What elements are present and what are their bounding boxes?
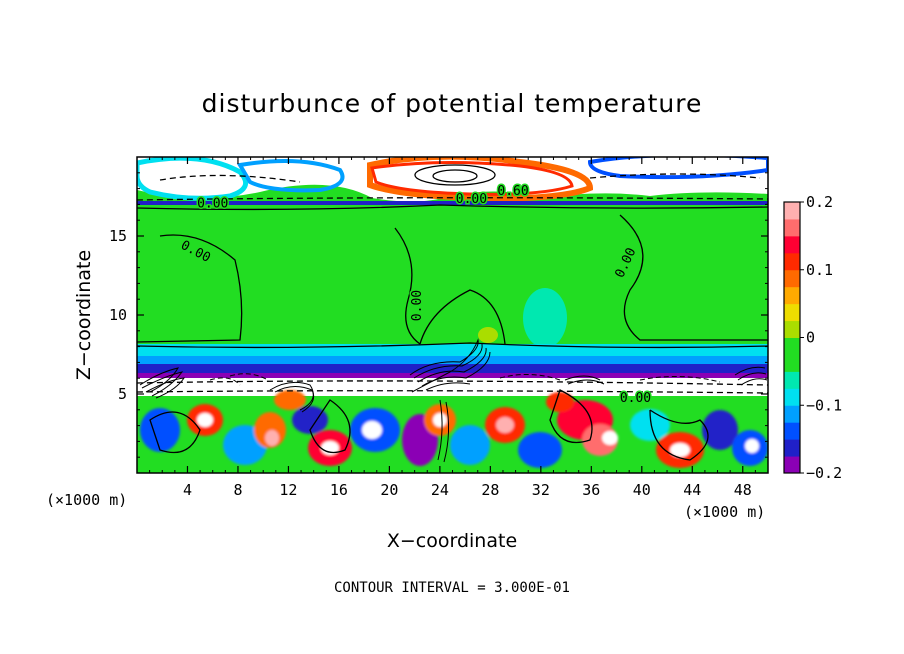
contour-label: 0.00 [620, 391, 651, 406]
x-tick-label: 12 [279, 481, 297, 499]
tropopause-line [137, 201, 768, 205]
colorbar-swatch [784, 235, 800, 254]
upper-cold-patch [587, 157, 768, 180]
x-tick-label: 36 [582, 481, 600, 499]
colorbar-swatch [784, 202, 800, 220]
x-tick-label: 44 [683, 481, 701, 499]
x-unit-left: (×1000 m) [46, 491, 127, 509]
colorbar-swatch [784, 320, 800, 338]
colorbar-tick-label: 0.2 [806, 193, 833, 211]
neutral-zone [137, 205, 768, 345]
colorbar: 0.2 0.1 0 −0.1 −0.2 [783, 193, 842, 482]
chart-title: disturbunce of potential temperature [202, 89, 703, 118]
colorbar-swatch [784, 388, 800, 406]
upper-red-ring [370, 160, 574, 196]
y-tick-label: 10 [109, 306, 127, 324]
x-axis-label: X−coordinate [387, 530, 517, 552]
colorbar-swatch [784, 405, 800, 423]
colorbar-swatch [784, 354, 800, 372]
weak-cold-anomaly [523, 288, 567, 348]
contour-label: 0.60 [497, 184, 528, 199]
colorbar-swatch [784, 422, 800, 440]
colorbar-tick-label: 0 [806, 329, 815, 347]
colorbar-swatch [784, 337, 800, 355]
colorbar-tick-label: −0.2 [806, 464, 842, 482]
colorbar-tick-label: −0.1 [806, 396, 842, 414]
colorbar-swatch [784, 218, 800, 237]
x-tick-label: 24 [431, 481, 449, 499]
colorbar-swatch [784, 303, 800, 322]
x-tick-label: 8 [233, 481, 242, 499]
colorbar-swatch [784, 371, 800, 389]
colorbar-swatch [784, 286, 800, 305]
contour-label: 0.00 [197, 197, 228, 212]
x-tick-label: 40 [633, 481, 651, 499]
colorbar-swatch [784, 439, 800, 457]
upper-warm-ring-left [137, 157, 249, 201]
contour-lines [137, 164, 768, 461]
upper-warm-ring-right [367, 157, 594, 202]
x-tick-label: 20 [380, 481, 398, 499]
contour-clusters [139, 338, 768, 463]
contour-label: 0.00 [456, 192, 487, 207]
y-tick-label: 15 [109, 227, 127, 245]
colorbar-swatch [784, 252, 800, 271]
colorbar-swatch [784, 456, 800, 474]
x-tick-label: 28 [481, 481, 499, 499]
x-tick-label: 32 [532, 481, 550, 499]
x-tick-label: 4 [183, 481, 192, 499]
transition-blue [137, 356, 768, 366]
colorbar-swatch [784, 269, 800, 288]
inversion-core [137, 373, 768, 378]
turbulent-blobs [140, 390, 768, 468]
y-axis-label: Z−coordinate [73, 250, 95, 380]
contour-label: 0.00 [410, 290, 425, 321]
weak-warm-anomaly [478, 327, 498, 343]
transition-cyan [137, 344, 768, 358]
x-tick-label: 48 [734, 481, 752, 499]
colorbar-tick-label: 0.1 [806, 261, 833, 279]
y-tick-label: 5 [118, 385, 127, 403]
contour-interval-note: CONTOUR INTERVAL = 3.000E-01 [334, 580, 570, 596]
x-unit-right: (×1000 m) [684, 503, 765, 521]
potential-temperature-field: 0.000.000.000.000.000.600.00 [137, 157, 768, 473]
x-tick-label: 16 [330, 481, 348, 499]
